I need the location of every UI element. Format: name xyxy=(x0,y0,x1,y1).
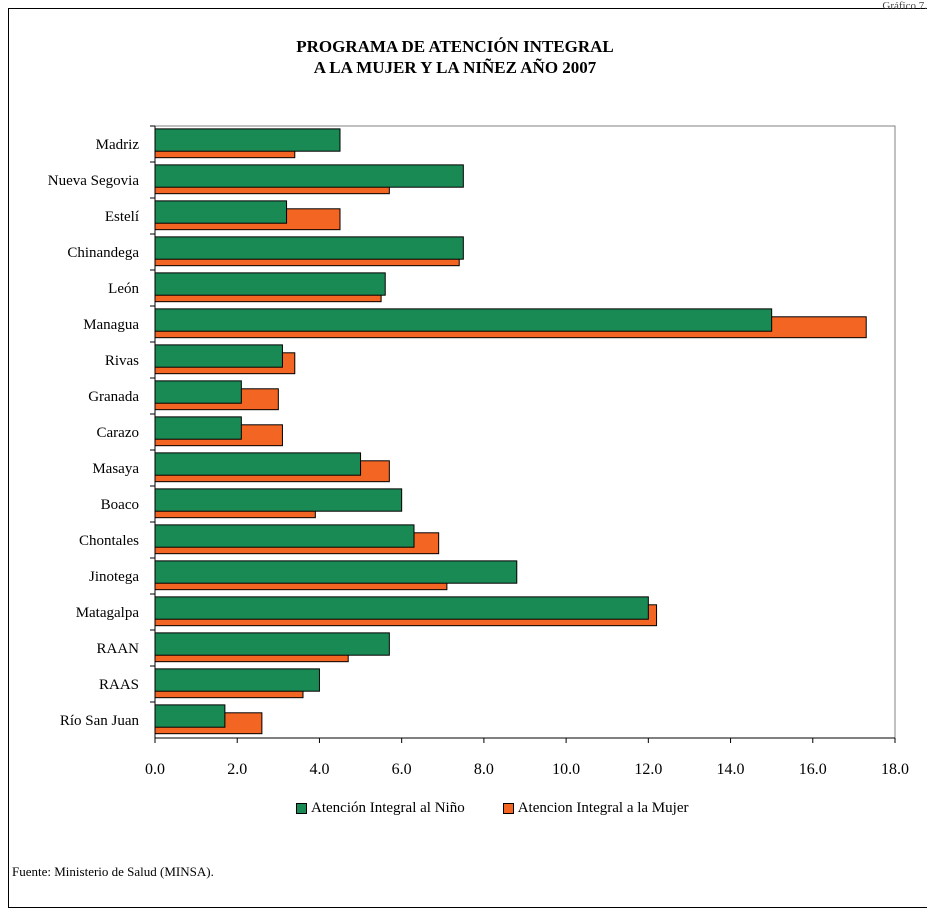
bar-nino-0 xyxy=(154,128,341,152)
legend-label-mujer: Atencion Integral a la Mujer xyxy=(517,800,689,816)
bar-nino-16 xyxy=(154,704,226,728)
legend: Atención Integral al Niño Atencion Integ… xyxy=(296,800,726,817)
category-label-5: Managua xyxy=(83,317,139,333)
category-label-15: RAAS xyxy=(99,677,139,693)
category-label-14: RAAN xyxy=(96,641,139,657)
bars-layer xyxy=(154,128,867,735)
category-label-13: Matagalpa xyxy=(76,605,140,621)
bar-nino-14 xyxy=(154,632,390,656)
x-tick-label-8: 16.0 xyxy=(799,761,827,778)
bar-nino-10 xyxy=(154,488,403,512)
corner-text: Gráfico 7. xyxy=(882,0,927,12)
source-note: Fuente: Ministerio de Salud (MINSA). xyxy=(12,864,214,879)
category-label-4: León xyxy=(108,281,139,297)
legend-item-nino: Atención Integral al Niño xyxy=(296,800,465,817)
x-tick-label-0: 0.0 xyxy=(145,761,165,778)
bar-nino-1 xyxy=(154,164,464,188)
bar-nino-9 xyxy=(154,452,362,476)
x-tick-label-4: 8.0 xyxy=(474,761,494,778)
bar-nino-6 xyxy=(154,344,283,368)
category-label-6: Rivas xyxy=(105,353,139,369)
x-tick-label-3: 6.0 xyxy=(392,761,412,778)
x-tick-label-9: 18.0 xyxy=(881,761,909,778)
bar-nino-3 xyxy=(154,236,464,260)
category-label-16: Río San Juan xyxy=(60,713,140,729)
chart-title-line-1: PROGRAMA DE ATENCIÓN INTEGRAL xyxy=(296,37,614,56)
chart-title: PROGRAMA DE ATENCIÓN INTEGRAL A LA MUJER… xyxy=(155,36,755,78)
legend-swatch-mujer xyxy=(502,803,514,814)
legend-swatch-nino xyxy=(296,803,307,814)
bar-nino-4 xyxy=(154,272,386,296)
category-label-2: Estelí xyxy=(105,209,139,225)
chart-title-line-2: A LA MUJER Y LA NIÑEZ AÑO 2007 xyxy=(313,58,597,77)
x-tick-label-6: 12.0 xyxy=(634,761,662,778)
bar-chart: Madriz Nueva Segovia Estelí Chinandega León M… xyxy=(48,125,909,778)
bar-nino-12 xyxy=(154,560,518,584)
bar-nino-13 xyxy=(154,596,649,620)
category-label-3: Chinandega xyxy=(67,245,139,261)
category-label-9: Masaya xyxy=(92,461,139,477)
category-label-7: Granada xyxy=(88,389,139,405)
bar-nino-11 xyxy=(154,524,415,548)
bar-nino-5 xyxy=(154,308,773,332)
legend-label-nino: Atención Integral al Niño xyxy=(311,800,465,816)
category-label-10: Boaco xyxy=(101,497,139,513)
x-tick-label-1: 2.0 xyxy=(227,761,247,778)
bar-nino-15 xyxy=(154,668,320,692)
legend-item-mujer: Atencion Integral a la Mujer xyxy=(502,800,689,817)
category-label-11: Chontales xyxy=(79,533,139,549)
bar-nino-2 xyxy=(154,200,288,224)
bar-nino-8 xyxy=(154,416,242,440)
category-label-1: Nueva Segovia xyxy=(48,173,140,189)
x-tick-label-5: 10.0 xyxy=(552,761,580,778)
category-label-0: Madriz xyxy=(96,137,140,153)
x-tick-label-2: 4.0 xyxy=(309,761,329,778)
x-tick-label-7: 14.0 xyxy=(717,761,745,778)
category-label-8: Carazo xyxy=(97,425,139,441)
category-label-12: Jinotega xyxy=(89,569,139,585)
bar-nino-7 xyxy=(154,380,242,404)
axis-layer: Madriz Nueva Segovia Estelí Chinandega León M… xyxy=(48,125,909,778)
